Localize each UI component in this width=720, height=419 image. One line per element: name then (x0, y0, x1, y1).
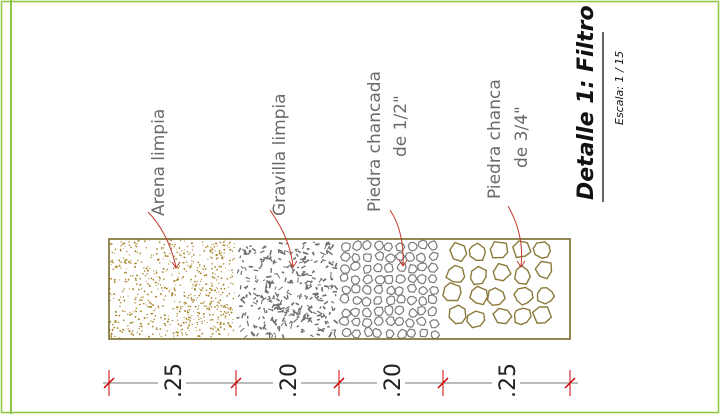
dimension-value-piedra-tres-cuartos: .25 (496, 363, 521, 398)
filter-layers (109, 239, 554, 339)
label-arena-limpia: Arena limpia (149, 109, 169, 216)
label-de-tres-cuartos: de 3/4" (512, 106, 532, 168)
detail-title: Detalle 1: Filtro (574, 5, 599, 200)
layer-labels: Arena limpia Gravilla limpia Piedra chan… (149, 71, 532, 216)
dimension-value-gravilla: .20 (277, 363, 302, 398)
dimension-value-arena: .25 (162, 363, 187, 398)
detail-scale: Escala: 1 / 15 (613, 51, 626, 125)
label-gravilla-limpia: Gravilla limpia (270, 93, 290, 216)
label-de-media-pulgada: de 1/2" (391, 95, 411, 157)
leader-lines (148, 206, 525, 268)
title-block: Detalle 1: Filtro Escala: 1 / 15 (574, 5, 626, 202)
dimension-value-piedra-media: .20 (381, 363, 406, 398)
label-piedra-chancada: Piedra chancada (365, 71, 385, 212)
gravel-layer-fill (237, 242, 338, 339)
crushed-stone-half-inch-fill (339, 240, 440, 339)
leader-gravilla (270, 210, 293, 266)
dimension-line: .25 .20 .20 .25 (103, 363, 578, 400)
crushed-stone-three-quarter-inch-fill (443, 241, 555, 328)
sheet-border (2, 2, 719, 413)
label-piedra-chanca: Piedra chanca (485, 79, 505, 199)
